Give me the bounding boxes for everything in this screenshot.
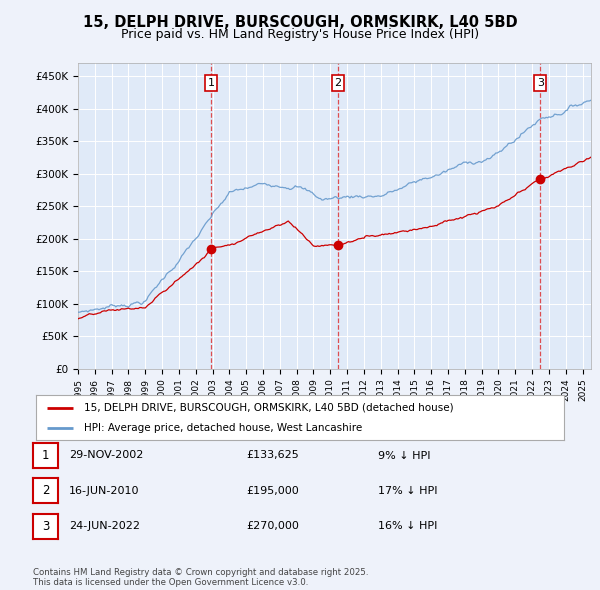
Text: 17% ↓ HPI: 17% ↓ HPI <box>378 486 437 496</box>
Text: 15, DELPH DRIVE, BURSCOUGH, ORMSKIRK, L40 5BD (detached house): 15, DELPH DRIVE, BURSCOUGH, ORMSKIRK, L4… <box>83 403 453 412</box>
Text: £195,000: £195,000 <box>246 486 299 496</box>
Text: 3: 3 <box>537 78 544 88</box>
Text: 2: 2 <box>334 78 341 88</box>
Text: Contains HM Land Registry data © Crown copyright and database right 2025.
This d: Contains HM Land Registry data © Crown c… <box>33 568 368 587</box>
Text: 16% ↓ HPI: 16% ↓ HPI <box>378 522 437 531</box>
Text: 29-NOV-2002: 29-NOV-2002 <box>69 451 143 460</box>
Text: 24-JUN-2022: 24-JUN-2022 <box>69 522 140 531</box>
Text: 16-JUN-2010: 16-JUN-2010 <box>69 486 139 496</box>
Text: £133,625: £133,625 <box>246 451 299 460</box>
Text: HPI: Average price, detached house, West Lancashire: HPI: Average price, detached house, West… <box>83 424 362 434</box>
Text: Price paid vs. HM Land Registry's House Price Index (HPI): Price paid vs. HM Land Registry's House … <box>121 28 479 41</box>
Text: 15, DELPH DRIVE, BURSCOUGH, ORMSKIRK, L40 5BD: 15, DELPH DRIVE, BURSCOUGH, ORMSKIRK, L4… <box>83 15 517 30</box>
Text: £270,000: £270,000 <box>246 522 299 531</box>
Text: 3: 3 <box>42 520 49 533</box>
Text: 2: 2 <box>42 484 49 497</box>
Text: 1: 1 <box>208 78 215 88</box>
Text: 1: 1 <box>42 449 49 462</box>
Text: 9% ↓ HPI: 9% ↓ HPI <box>378 451 431 460</box>
